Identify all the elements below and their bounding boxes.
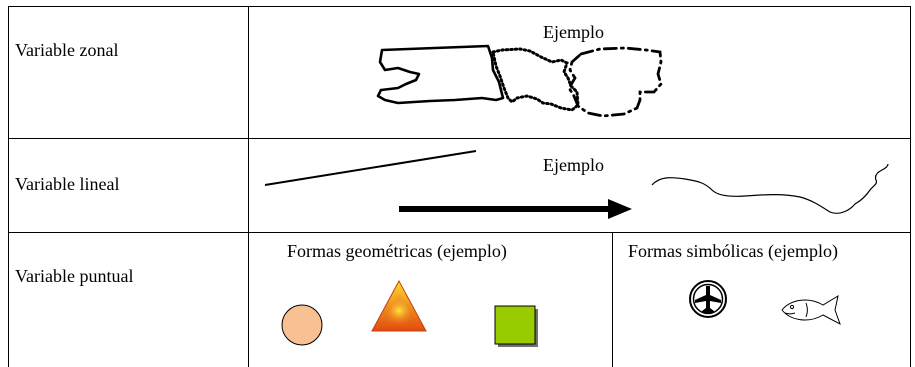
border-left	[8, 6, 9, 367]
row-divider-1	[8, 138, 911, 139]
row-label-puntual: Variable puntual	[15, 266, 134, 286]
border-top	[8, 6, 911, 7]
point-circle-symbol	[281, 304, 323, 346]
point-square-symbol	[494, 305, 536, 345]
border-right	[910, 6, 911, 367]
fish-icon	[781, 294, 841, 326]
geometric-shapes-caption: Formas geométricas (ejemplo)	[287, 241, 507, 261]
airplane-icon	[689, 280, 727, 318]
lineal-river-line	[651, 163, 889, 214]
lineal-arrow-head	[608, 199, 632, 219]
zonal-dashdot-area	[567, 46, 663, 118]
zonal-solid-area	[376, 44, 505, 105]
row-label-lineal: Variable lineal	[15, 174, 120, 194]
column-divider	[248, 6, 249, 367]
lineal-thin-line	[264, 150, 477, 186]
symbolic-shapes-caption: Formas simbólicas (ejemplo)	[628, 241, 838, 261]
lineal-example-label: Ejemplo	[543, 155, 604, 175]
puntual-cell-divider	[612, 232, 613, 367]
point-triangle-highlight	[381, 292, 417, 326]
row-label-zonal: Variable zonal	[15, 40, 119, 60]
zonal-dotted-area	[491, 47, 580, 112]
zonal-example-label: Ejemplo	[543, 22, 604, 42]
row-divider-2	[8, 232, 911, 233]
